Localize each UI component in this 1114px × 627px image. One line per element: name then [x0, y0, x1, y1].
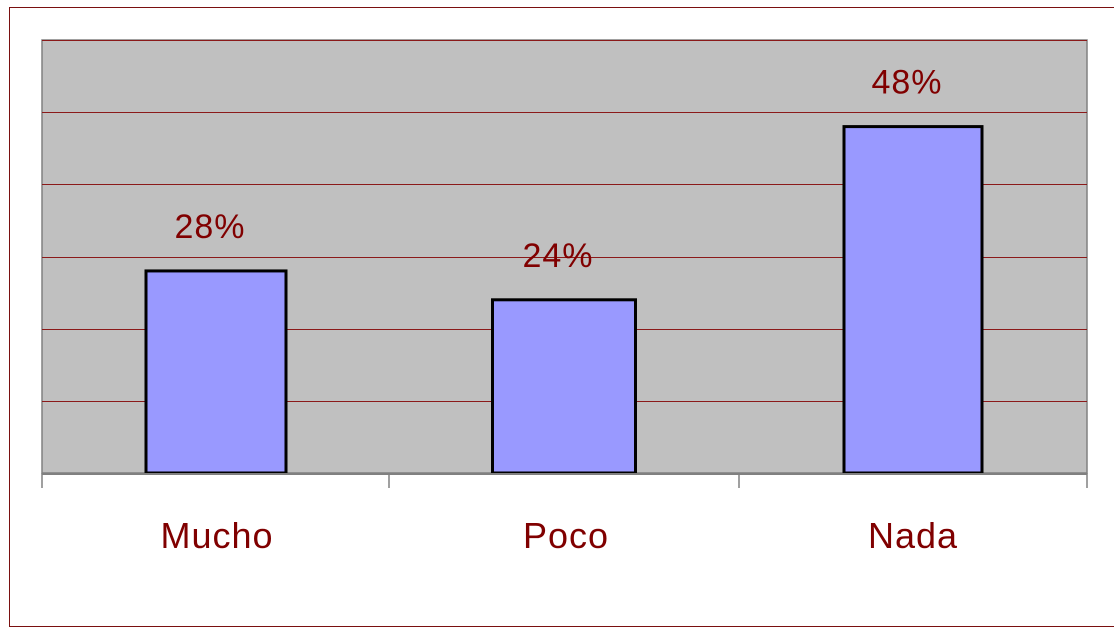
- x-axis: [41, 473, 1088, 488]
- bar-chart: 28% 24% 48% Mucho Poco Nada: [41, 39, 1088, 556]
- data-labels: 28% 24% 48%: [174, 64, 942, 275]
- bar-mucho: [144, 269, 288, 475]
- data-label-nada: 48%: [871, 64, 942, 102]
- bar-nada: [842, 125, 984, 475]
- bar-poco: [491, 298, 637, 475]
- data-label-mucho: 28%: [174, 208, 245, 246]
- x-tick-labels: Mucho Poco Nada: [160, 515, 958, 556]
- x-tick-label-mucho: Mucho: [160, 515, 273, 556]
- x-tick-label-nada: Nada: [868, 515, 958, 556]
- data-label-poco: 24%: [522, 237, 593, 275]
- x-tick-label-poco: Poco: [523, 515, 609, 556]
